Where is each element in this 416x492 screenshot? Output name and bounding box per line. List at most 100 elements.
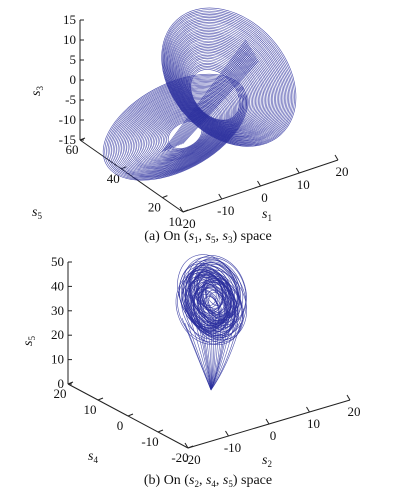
a-x-tick-label: -20: [178, 216, 195, 231]
panel-a-trajectory-loop: [127, 92, 231, 169]
a-x-tick-label: 20: [336, 164, 349, 179]
panel-b-trajectory-strand: [210, 314, 216, 391]
panel-a-trajectory-loop: [111, 79, 242, 177]
b-z-tick-label: 50: [51, 254, 64, 269]
panel-a-trajectory-strand: [163, 41, 248, 152]
panel-b-trajectory-loop: [183, 264, 241, 334]
panel-b-caption: (b) On (s2, s4, s5) space: [144, 473, 272, 489]
panel-a-z-label: s3: [29, 86, 45, 96]
panel-a-trajectory-loop: [165, 17, 288, 143]
panel-b-trajectory-strand: [210, 313, 233, 391]
panel-a-trajectory-loop: [141, 101, 221, 162]
panel-a-trajectory-strand: [171, 49, 252, 149]
a-z-tick-label: 5: [70, 52, 77, 67]
panel-a-trajectory-strand: [182, 60, 259, 144]
panel-a-trajectory-loop: [107, 77, 245, 179]
panel-a-trajectory-loop: [164, 14, 291, 144]
a-y-tick-label: 10: [169, 214, 182, 229]
panel-a-trajectory-loop: [116, 83, 239, 175]
b-z-tick-label: 10: [51, 352, 64, 367]
panel-a-trajectory-loop: [174, 36, 271, 135]
a-x-tick: [218, 193, 223, 200]
b-y-tick: [157, 429, 164, 433]
panel-a-trajectory-loop: [124, 89, 233, 170]
panel-b-y-axis: [67, 383, 189, 449]
panel-a-trajectory-loop: [152, 110, 213, 157]
panel-a-trajectory-strand: [174, 52, 254, 148]
panel-a-trajectory-loop: [104, 75, 247, 180]
panel-a-trajectory-loop: [161, 7, 297, 147]
panel-b-trajectory-strand: [187, 323, 212, 391]
panel-b-trajectory-strand: [210, 311, 214, 391]
a-x-tick: [334, 154, 339, 161]
panel-a-trajectory-loop: [178, 43, 264, 132]
panel-a-trajectory-loop: [102, 73, 248, 181]
panel-b: 0 10 20 30 40 50 20 10 0 -10 -20 -20 -10 0 10 20 s5 s…: [21, 254, 361, 489]
panel-a-trajectory-loop: [131, 94, 228, 167]
panel-b-z-label: s5: [21, 336, 37, 346]
panel-a-trajectory-loop: [146, 105, 218, 160]
panel-a-trajectory-strand: [180, 58, 258, 145]
panel-a-trajectory-loop: [142, 102, 220, 162]
panel-b-trajectory-loop: [184, 274, 243, 345]
panel-a-trajectory: [102, 7, 297, 181]
b-x-tick-label: 10: [307, 416, 320, 431]
b-y-tick-label: 10: [84, 402, 97, 417]
panel-a-trajectory-loop: [154, 111, 212, 156]
panel-a-trajectory-loop: [139, 100, 223, 163]
panel-a-trajectory-loop: [169, 25, 281, 140]
b-x-tick: [306, 406, 310, 413]
panel-b-trajectory-strand: [210, 312, 230, 391]
panel-b-trajectory-strand: [210, 320, 219, 391]
panel-a-trajectory-loop: [149, 107, 216, 158]
panel-a-trajectory-loop: [162, 10, 294, 146]
panel-a-trajectory-strand: [168, 46, 251, 150]
panel-a-trajectory-loop: [175, 37, 269, 134]
panel-a-x-label: s1: [262, 207, 272, 223]
panel-a-trajectory-strand: [179, 57, 257, 146]
panel-a-trajectory-loop: [163, 12, 292, 145]
panel-a-trajectory-loop: [174, 34, 272, 136]
panel-a-trajectory-strand: [169, 47, 252, 149]
a-z-tick-label: -5: [65, 92, 76, 107]
panel-a-trajectory-loop: [109, 78, 244, 178]
panel-a-trajectory-loop: [126, 90, 232, 170]
b-x-tick: [346, 394, 351, 401]
panel-b-trajectory-strand: [210, 318, 236, 391]
b-x-tick-label: 20: [348, 404, 361, 419]
a-y-tick: [182, 209, 189, 213]
a-z-tick-label: 15: [63, 12, 76, 27]
panel-a-trajectory-loop: [167, 20, 285, 142]
panel-b-trajectory-loop: [185, 255, 247, 329]
panel-a-trajectory-loop: [137, 99, 224, 164]
b-x-tick: [225, 430, 229, 437]
panel-a-y-label: s5: [32, 205, 42, 221]
b-x-tick: [265, 418, 270, 425]
b-x-tick-label: -20: [183, 452, 200, 467]
b-z-tick-label: 20: [51, 327, 64, 342]
b-y-tick-label: 0: [117, 418, 124, 433]
b-y-tick-label: -10: [141, 434, 158, 449]
panel-a-caption: (a) On (s1, s5, s3) space: [144, 229, 271, 245]
panel-a: -15 -10 -5 0 5 10 15 10 20 40 60 -20 -10 0 10 20 s3 s…: [29, 7, 349, 245]
panel-a-trajectory-strand: [172, 51, 253, 148]
a-y-tick-label: 20: [148, 200, 161, 215]
panel-b-trajectory-strand: [210, 322, 242, 391]
a-y-tick-label: 40: [107, 171, 120, 186]
panel-a-trajectory-loop: [168, 23, 282, 140]
panel-a-trajectory-loop: [166, 18, 287, 143]
panel-a-trajectory-strand: [164, 43, 249, 151]
a-y-tick: [162, 195, 168, 199]
b-y-tick-label: -20: [171, 450, 188, 465]
a-x-tick: [257, 180, 261, 187]
a-y-tick-label: 60: [66, 142, 79, 157]
panel-a-trajectory-loop: [144, 104, 219, 161]
panel-a-trajectory-loop: [165, 15, 290, 144]
b-y-tick: [187, 445, 194, 449]
a-x-tick-label: -10: [217, 203, 234, 218]
a-z-tick-label: -10: [59, 112, 76, 127]
panel-a-trajectory-loop: [147, 106, 217, 159]
panel-b-trajectory-loop: [177, 254, 238, 327]
panel-b-trajectory-loop: [179, 260, 239, 333]
